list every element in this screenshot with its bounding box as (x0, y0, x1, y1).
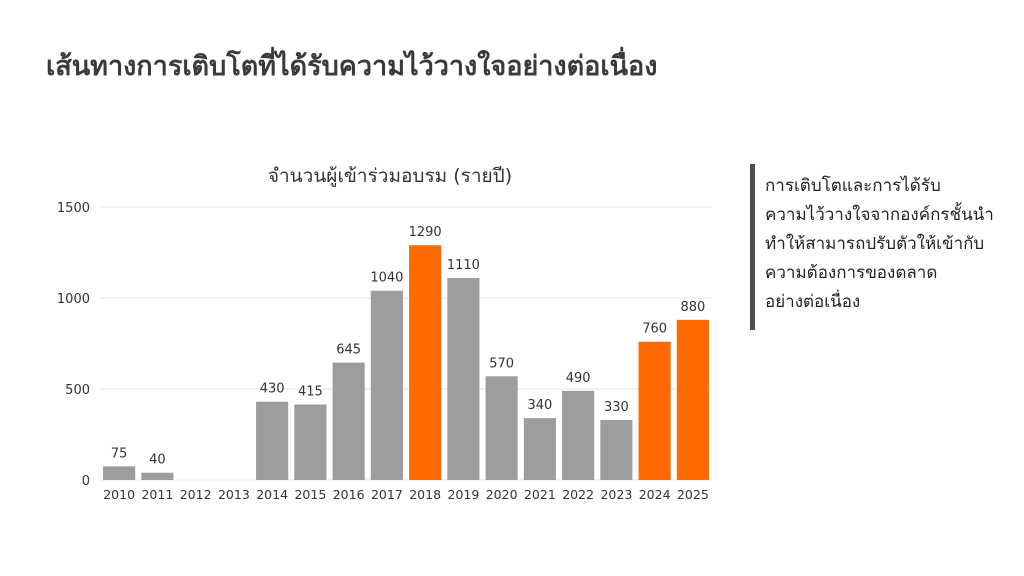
bars (103, 245, 709, 480)
data-label: 760 (642, 322, 667, 337)
x-tick-label: 2011 (141, 487, 173, 502)
data-label: 645 (336, 343, 361, 358)
data-label: 570 (489, 356, 514, 371)
bar-2016 (332, 362, 365, 480)
chart-svg: จำนวนผู้เข้าร่วมอบรม (รายปี) 0 500 1000 150… (57, 165, 712, 502)
y-tick-label: 1500 (57, 201, 90, 216)
x-axis-ticks: 2010 2011 2012 2013 2014 2015 2016 2017 2018 2019… (103, 487, 709, 502)
y-tick-label: 0 (82, 474, 90, 489)
side-note-line: ทำให้สามารถปรับตัวให้เข้ากับ (765, 234, 985, 254)
x-tick-label: 2013 (218, 487, 250, 502)
data-label: 880 (680, 300, 705, 315)
bar-2025 (676, 319, 709, 480)
bar-2010 (103, 466, 136, 480)
side-note-line: อย่างต่อเนื่อง (765, 292, 861, 312)
x-tick-label: 2016 (333, 487, 365, 502)
side-note-line: ความไว้วางใจจากองค์กรชั้นนำ (765, 205, 994, 225)
data-labels: 75 40 430 415 645 1040 1290 1110 570 340 490 330 760… (111, 225, 705, 468)
data-label: 490 (566, 371, 591, 386)
chart-title: จำนวนผู้เข้าร่วมอบรม (รายปี) (268, 165, 512, 187)
page-title: เส้นทางการเติบโตที่ได้รับความไว้วางใจอย่… (46, 51, 658, 82)
data-label: 1290 (409, 225, 442, 240)
bar-2021 (523, 418, 556, 480)
y-tick-label: 500 (65, 383, 90, 398)
data-label: 430 (260, 382, 285, 397)
bar-2018 (409, 245, 442, 480)
bar-chart: จำนวนผู้เข้าร่วมอบรม (รายปี) 0 500 1000 150… (40, 150, 730, 520)
bar-2023 (600, 419, 633, 480)
side-note-text: การเติบโตและการได้รับ ความไว้วางใจจากองค… (765, 172, 1006, 317)
side-note: การเติบโตและการได้รับ ความไว้วางใจจากองค… (750, 164, 1006, 330)
x-tick-label: 2014 (256, 487, 288, 502)
x-tick-label: 2015 (294, 487, 326, 502)
x-tick-label: 2012 (180, 487, 212, 502)
bar-2014 (256, 401, 289, 480)
bar-2015 (294, 404, 327, 480)
x-tick-label: 2018 (409, 487, 441, 502)
x-tick-label: 2021 (524, 487, 556, 502)
x-tick-label: 2023 (600, 487, 632, 502)
data-label: 330 (604, 400, 629, 415)
bar-2022 (562, 390, 595, 480)
x-tick-label: 2019 (447, 487, 479, 502)
bar-2020 (485, 376, 518, 480)
data-label: 340 (527, 398, 552, 413)
x-tick-label: 2022 (562, 487, 594, 502)
y-axis-ticks: 0 500 1000 1500 (57, 201, 90, 489)
x-tick-label: 2020 (486, 487, 518, 502)
side-note-line: ความต้องการของตลาด (765, 263, 938, 283)
x-tick-label: 2024 (639, 487, 671, 502)
bar-2019 (447, 277, 480, 480)
y-tick-label: 1000 (57, 292, 90, 307)
data-label: 75 (111, 446, 128, 461)
data-label: 1040 (370, 271, 403, 286)
data-label: 415 (298, 384, 323, 399)
x-tick-label: 2017 (371, 487, 403, 502)
bar-2024 (638, 341, 671, 480)
x-tick-label: 2010 (103, 487, 135, 502)
data-label: 40 (149, 453, 166, 468)
side-note-line: การเติบโตและการได้รับ (765, 176, 941, 196)
x-tick-label: 2025 (677, 487, 709, 502)
bar-2011 (141, 472, 174, 480)
bar-2017 (370, 290, 403, 480)
data-label: 1110 (447, 258, 480, 273)
